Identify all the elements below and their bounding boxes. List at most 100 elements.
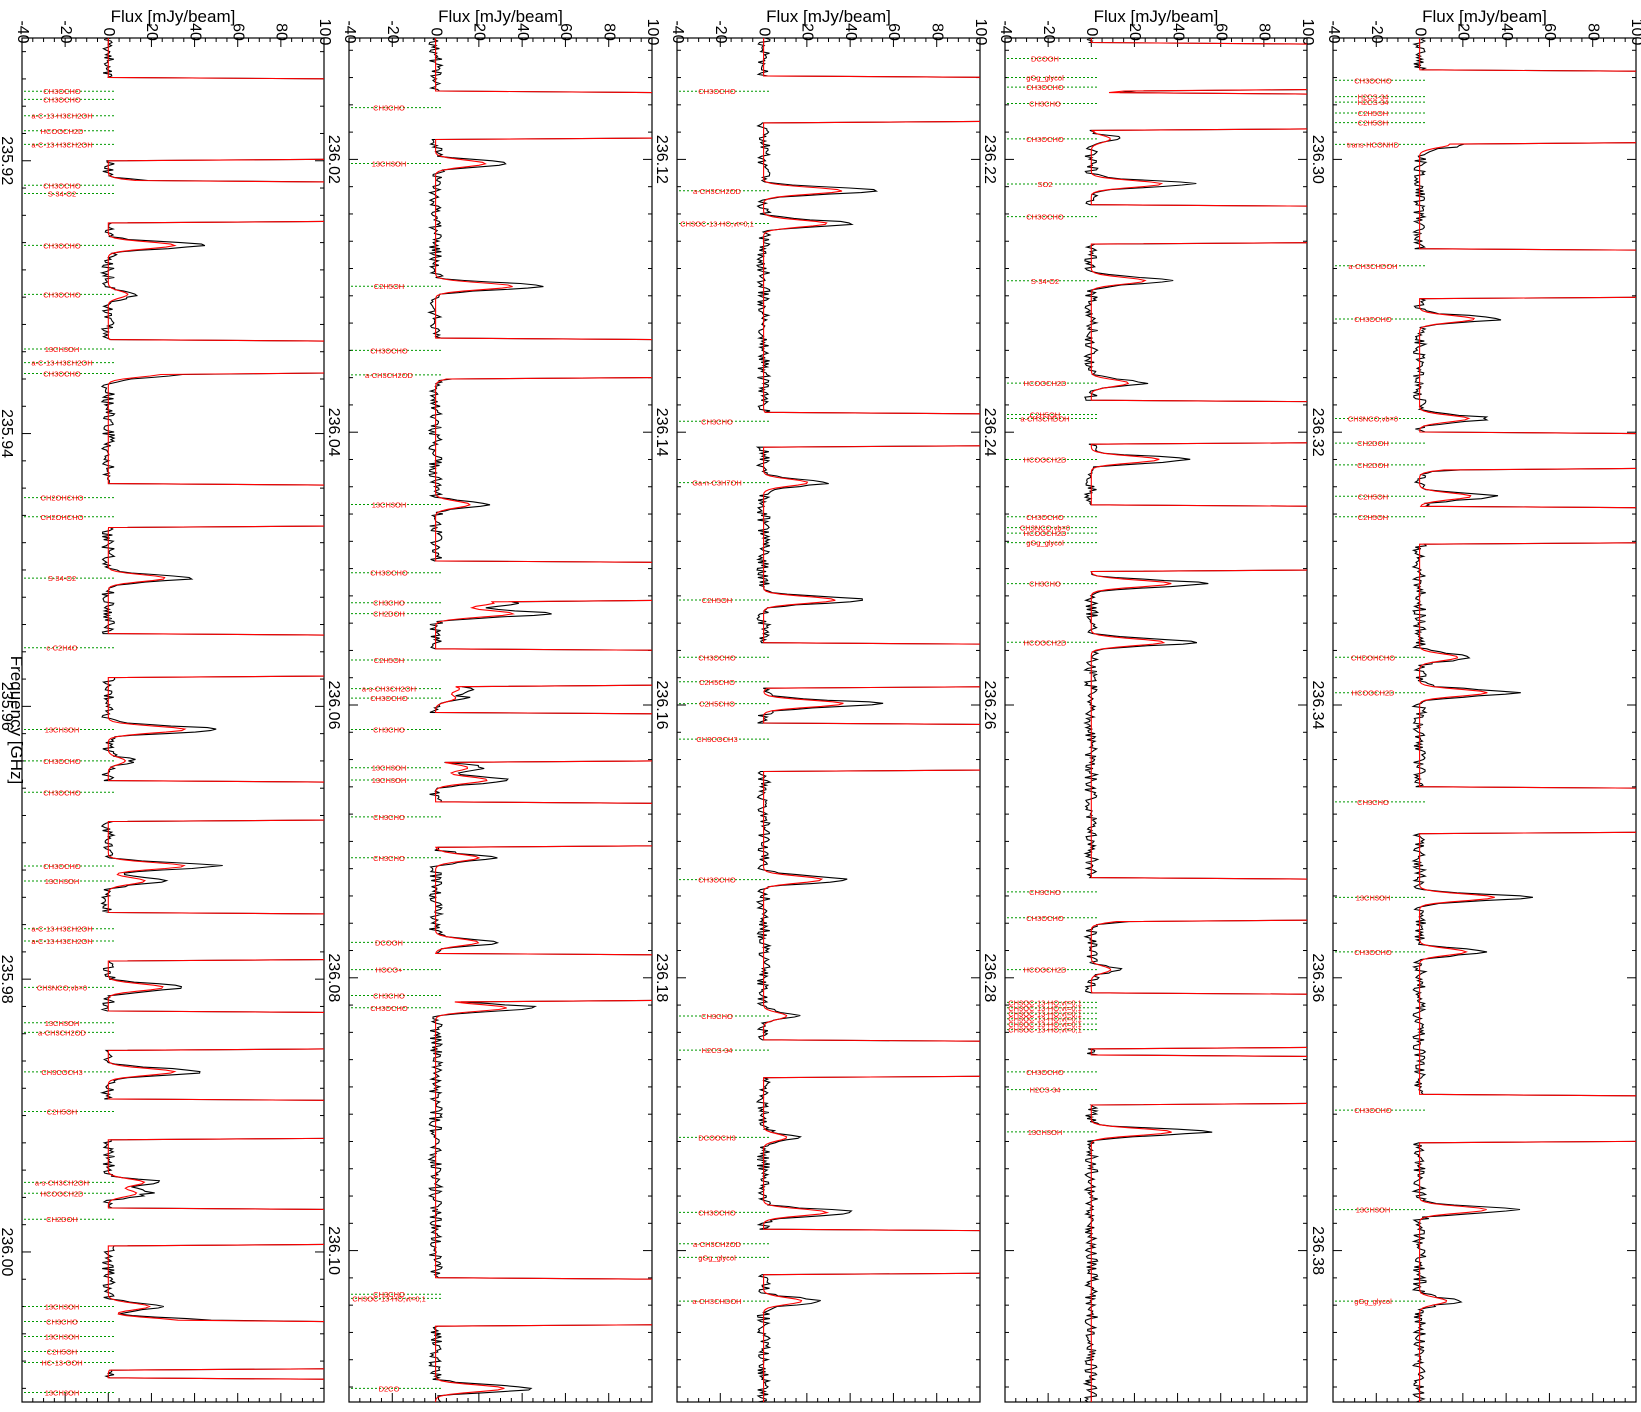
line-label: HOCO+ [376, 966, 404, 975]
flux-tick-label: 80 [600, 23, 617, 41]
freq-tick-label: 235.96 [0, 682, 15, 731]
flux-tick-label: 60 [885, 23, 902, 41]
flux-tick-label: -20 [57, 20, 74, 43]
line-label: CH3OC-13-HO,vt=0,1 [1008, 1026, 1082, 1035]
line-label: CH3OCHO [1026, 83, 1064, 92]
flux-tick-label: -40 [669, 20, 686, 43]
line-label: c-C2H4O [46, 644, 77, 653]
line-label: CH2OHCHO [41, 513, 84, 522]
flux-axis-title: Flux [mJy/beam] [766, 7, 891, 26]
model-spectrum [107, 38, 324, 1380]
line-label: a-C-13-H3CH2OH [31, 359, 92, 368]
line-label: CH3OCHO [1026, 513, 1064, 522]
line-label: CH3OCHO [1354, 315, 1392, 324]
line-label: HCOOCH2D [1024, 638, 1068, 647]
line-label: CH3OCHO [43, 862, 81, 871]
line-label: a-CH3CH2OD [693, 187, 742, 196]
observed-spectrum [427, 38, 652, 1402]
line-label: 13CH3OH [1028, 1128, 1063, 1137]
model-spectrum [434, 38, 652, 1402]
line-label: CH3CHO [373, 726, 405, 735]
line-label: CH3OCHO [370, 569, 408, 578]
line-label: CH2DOH [373, 610, 405, 619]
flux-tick-label: -20 [712, 20, 729, 43]
flux-tick-label: 40 [186, 23, 203, 41]
freq-tick-label: 236.24 [981, 408, 998, 457]
flux-axis-title: Flux [mJy/beam] [1094, 7, 1219, 26]
line-label: CH3NCO,vb=0 [1020, 524, 1070, 533]
line-label: DCOOCH3 [698, 1133, 736, 1142]
flux-tick-label: 0 [755, 28, 772, 37]
freq-tick-label: 236.38 [1309, 1226, 1326, 1275]
line-label: 13CH3OH [45, 1019, 80, 1028]
line-label: CH3OC-13-HO,vt=0,1 [1008, 1020, 1082, 1029]
line-label: a-C-13-H3CH2OH [31, 112, 92, 121]
flux-tick-label: 60 [229, 23, 246, 41]
line-label: DCOOH [1031, 54, 1059, 63]
observed-spectrum [99, 38, 324, 1380]
flux-tick-label: -40 [341, 20, 358, 43]
flux-tick-label: -20 [384, 20, 401, 43]
line-label: C2H5OH [1358, 119, 1388, 128]
freq-tick-label: 236.18 [653, 953, 670, 1002]
line-label: C2H5OH [702, 596, 732, 605]
line-label: C2H5CHO [699, 700, 735, 709]
panel-2: -40 -20 0 20 40 60 80 100 Flux [mJy/beam] 236.02 2… [325, 7, 661, 1403]
line-label: gGg_glycol [698, 1253, 736, 1262]
line-label: CH3OCHO [370, 694, 408, 703]
panel-frame [1332, 37, 1637, 1403]
line-label: CH3CHO [373, 104, 405, 113]
line-label: CH3OC-13-HO,vt=0,1 [1008, 1015, 1082, 1024]
freq-tick-label: 236.00 [0, 1227, 15, 1276]
line-label: CH3CHO [373, 992, 405, 1001]
flux-tick-label: -40 [1325, 20, 1342, 43]
line-label: CH3OC-13-HO,vt=0,1 [680, 220, 754, 229]
line-label: a-C-13-H3CH2OH [31, 925, 92, 934]
line-label: 13CH3OH [45, 345, 80, 354]
line-label: CH3OCHO [43, 241, 81, 250]
line-label: CH3CHO [701, 1012, 733, 1021]
flux-axis-title: Flux [mJy/beam] [1422, 7, 1547, 26]
flux-tick-label: 40 [842, 23, 859, 41]
line-label: CH3OCHO [43, 788, 81, 797]
line-label: a-C-13-H3CH2OH [31, 140, 92, 149]
line-label: H2CS-34 [1358, 93, 1389, 102]
line-label: CH3OC-13-HO,vt=0,1 [1008, 1009, 1082, 1018]
line-label: a-CH3CHDOH [692, 1297, 741, 1306]
flux-tick-label: 60 [557, 23, 574, 41]
line-label: 13CH3OH [45, 1388, 80, 1397]
flux-tick-label: 20 [1455, 23, 1472, 41]
line-label: 13CH3OH [45, 726, 80, 735]
line-label: CH3OCHO [1354, 948, 1392, 957]
line-label: CH3OCHO [1026, 914, 1064, 923]
line-label: SO2 [1037, 180, 1052, 189]
line-label: HCOOCH2D [41, 1189, 85, 1198]
line-label: S-34-O2 [48, 189, 76, 198]
line-label: HCOOCH2D [1024, 455, 1068, 464]
line-label: CH3OCHO [1026, 1068, 1064, 1077]
line-label: a-CH3CH2OD [38, 1028, 87, 1037]
line-label: C2H5OH [47, 1348, 77, 1357]
line-label: a-CH3CHDOH [1020, 415, 1069, 424]
flux-tick-label: 20 [143, 23, 160, 41]
freq-tick-label: 236.04 [325, 408, 342, 457]
flux-tick-label: 100 [644, 19, 661, 46]
line-label: a-s-CH3CH2OH [362, 685, 416, 694]
line-label: CH3OCHO [43, 757, 81, 766]
line-label: CH3OCHO [698, 1208, 736, 1217]
line-label: Ga-n-C3H7OH [692, 479, 742, 488]
freq-tick-label: 236.08 [325, 953, 342, 1002]
line-label: HC-13-OOH [41, 1358, 82, 1367]
panel-3: -40 -20 0 20 40 60 80 100 Flux [mJy/beam] 236.12 2… [653, 7, 989, 1403]
flux-axis-title: Flux [mJy/beam] [111, 7, 236, 26]
flux-tick-label: 100 [316, 19, 333, 46]
line-label: HCOOCH2D [1024, 529, 1068, 538]
line-label: C2H5OH [1358, 492, 1388, 501]
line-label: CH3OCHO [370, 346, 408, 355]
line-label: CH3OCHO [370, 1004, 408, 1013]
line-label: HCOOCH2D [1024, 966, 1068, 975]
freq-tick-label: 236.02 [325, 135, 342, 184]
line-label: C2H5OH [374, 656, 404, 665]
freq-tick-label: 235.98 [0, 955, 15, 1004]
